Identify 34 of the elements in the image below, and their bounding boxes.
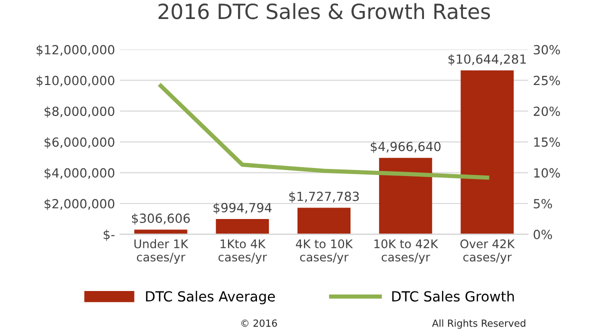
y2-tick-label: 15% [534,137,560,147]
bar [379,158,432,234]
bar [297,208,351,234]
bar [460,70,514,234]
y2-tick-label: 25% [534,76,560,86]
line-series [158,84,490,180]
y2-tick-label: 30% [534,44,560,54]
data-label: $1,727,783 [289,191,359,203]
y-tick-label: $6,000,000 [44,137,114,148]
y2-tick-label: 0% [534,230,552,240]
text: All Rights Reserved [432,319,526,329]
y-tick-label: $10,000,000 [36,76,114,87]
y2-tick-label: 10% [534,168,560,178]
x-tick-label: 1Kto 4K cases/yr [218,240,267,264]
chart-title: 2016 DTC Sales & Growth Rates [158,3,490,20]
y-tick-label: $- [104,230,115,241]
x-tick-label: 4K to 10K cases/yr [296,239,353,264]
y-tick-label: $8,000,000 [44,106,114,118]
data-label: $306,606 [132,213,190,225]
legend-label: DTC Sales Growth [392,290,514,302]
text: © 2016 [241,319,277,327]
y-tick-label: $4,000,000 [44,168,114,180]
x-tick-label: Under 1K cases/yr [134,239,188,264]
data-label: $4,966,640 [370,142,441,153]
y-tick-label: $12,000,000 [36,44,114,56]
data-label: $10,644,281 [448,54,526,66]
y2-tick-label: 5% [534,198,552,208]
y2-tick-label: 20% [534,106,560,116]
x-tick-label: Over 42K cases/yr [460,239,515,264]
data-label: $994,794 [214,202,272,214]
bar [216,218,269,234]
legend-label: DTC Sales Average [146,290,275,304]
x-tick-label: 10K to 42K cases/yr [374,239,438,264]
y-tick-label: $2,000,000 [44,198,114,210]
